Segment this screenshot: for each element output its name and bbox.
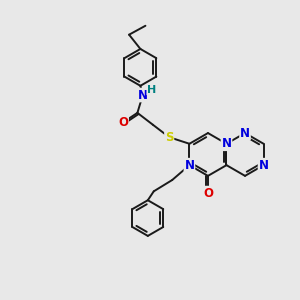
- Text: N: N: [240, 127, 250, 140]
- Text: O: O: [118, 116, 128, 129]
- Text: N: N: [259, 159, 269, 172]
- Text: O: O: [203, 187, 213, 200]
- Text: N: N: [138, 88, 148, 101]
- Text: H: H: [147, 85, 156, 95]
- Text: N: N: [184, 159, 194, 172]
- Text: N: N: [221, 137, 232, 150]
- Text: S: S: [165, 131, 173, 144]
